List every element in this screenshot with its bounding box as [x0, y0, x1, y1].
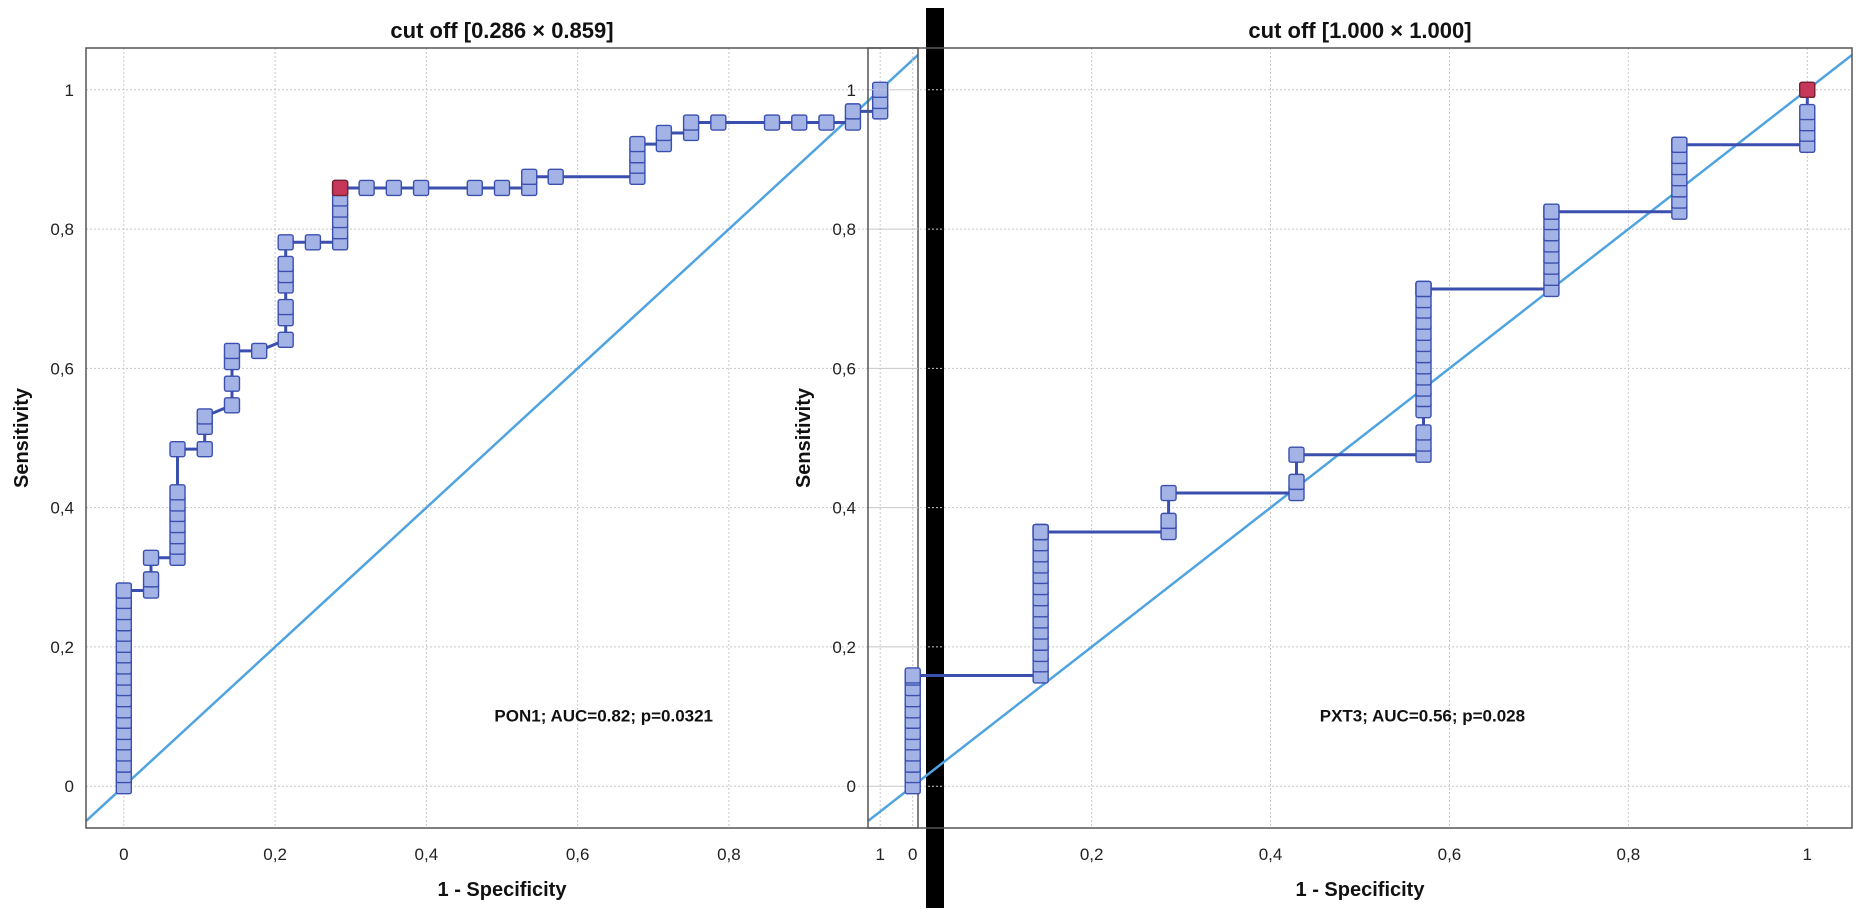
roc-point-marker [277, 331, 294, 349]
x-tick-label: 0,6 [566, 845, 590, 864]
cutoff-point-marker [1799, 81, 1816, 98]
roc-panel-pxt3: 0 0,2 0,4 0,6 0,8 1 0 0,2 0,4 0,6 0,8 1 cut off [1.0… [793, 18, 1853, 901]
roc-panel-pon1: 0 0,2 0,4 0,6 0,8 1 0 0,2 0,4 0,6 0,8 1 cut off [0.2… [11, 18, 919, 901]
roc-point-marker [521, 168, 538, 186]
roc-point-marker [251, 342, 268, 360]
x-tick-label: 1 [875, 845, 884, 864]
roc-point-marker [223, 375, 241, 392]
roc-point-marker [358, 179, 375, 197]
x-tick-label: 0 [119, 845, 128, 864]
x-tick-label: 0,4 [415, 845, 439, 864]
plot-frame [85, 47, 919, 829]
roc-point-marker [493, 179, 511, 197]
roc-point-marker [1160, 484, 1177, 502]
cutoff-point-marker [331, 179, 349, 197]
x-tick-label: 0,2 [1080, 845, 1104, 864]
y-tick-label: 0 [847, 777, 856, 796]
roc-point-marker [223, 342, 241, 360]
y-tick-label: 0,2 [50, 638, 74, 657]
y-tick-label: 0,6 [50, 359, 74, 378]
roc-point-marker [844, 103, 862, 120]
reference-diagonal-line [85, 54, 919, 822]
roc-point-marker [169, 484, 186, 501]
roc-point-marker [629, 135, 646, 153]
roc-point-marker [655, 124, 673, 142]
x-tick-label: 0,8 [1617, 845, 1641, 864]
roc-point-marker [466, 179, 483, 197]
roc-point-marker [710, 114, 727, 131]
roc-point-marker [196, 440, 213, 458]
y-tick-label: 1 [65, 81, 74, 100]
roc-point-marker [196, 408, 213, 425]
y-tick-label: 0,8 [50, 220, 74, 239]
y-tick-label: 0,4 [832, 499, 856, 518]
roc-point-marker [304, 234, 322, 251]
x-tick-label: 0,6 [1438, 845, 1462, 864]
roc-point-marker [1288, 473, 1305, 491]
y-tick-label: 1 [847, 81, 856, 100]
roc-point-marker [1799, 103, 1816, 121]
panel-divider [926, 8, 944, 908]
roc-point-marker [1415, 424, 1432, 441]
roc-point-marker [277, 255, 294, 273]
roc-point-marker [1543, 203, 1560, 220]
roc-point-marker [763, 114, 781, 131]
x-tick-label: 0,4 [1259, 845, 1283, 864]
y-axis-label: Sensitivity [11, 387, 33, 488]
roc-point-marker [904, 667, 921, 684]
auc-annotation: PXT3; AUC=0.56; p=0.028 [1320, 706, 1525, 725]
y-tick-label: 0,2 [832, 638, 856, 657]
roc-point-marker [115, 582, 133, 599]
roc-point-marker [791, 114, 808, 131]
roc-point-marker [277, 298, 294, 316]
plot-frame [867, 47, 1853, 829]
roc-point-marker [818, 114, 835, 131]
roc-point-marker [1032, 523, 1049, 541]
roc-point-marker [1415, 280, 1432, 298]
chart-title: cut off [0.286 × 0.859] [390, 18, 613, 43]
y-tick-label: 0 [65, 777, 74, 796]
reference-diagonal-line [867, 53, 1853, 823]
roc-point-marker [547, 168, 564, 186]
roc-point-marker [142, 571, 160, 588]
roc-point-marker [223, 397, 241, 414]
chart-title: cut off [1.000 × 1.000] [1248, 18, 1471, 43]
y-tick-label: 0,6 [832, 359, 856, 378]
roc-point-marker [412, 179, 430, 197]
x-tick-label: 1 [1803, 845, 1812, 864]
x-tick-label: 0,8 [717, 845, 741, 864]
roc-point-marker [385, 179, 403, 197]
roc-point-marker [1671, 136, 1688, 154]
x-axis-label: 1 - Specificity [438, 879, 568, 901]
auc-annotation: PON1; AUC=0.82; p=0.0321 [494, 706, 713, 725]
roc-point-marker [277, 234, 294, 251]
y-tick-label: 0,4 [50, 499, 74, 518]
roc-point-marker [1288, 446, 1305, 463]
y-axis-label: Sensitivity [793, 387, 815, 488]
roc-point-marker [169, 440, 186, 458]
y-tick-label: 0,8 [832, 220, 856, 239]
x-axis-label: 1 - Specificity [1296, 879, 1426, 901]
x-tick-label: 0 [908, 845, 917, 864]
x-tick-label: 0,2 [263, 845, 287, 864]
roc-point-marker [1160, 512, 1177, 530]
roc-point-marker [142, 549, 160, 566]
roc-point-marker [682, 114, 700, 131]
